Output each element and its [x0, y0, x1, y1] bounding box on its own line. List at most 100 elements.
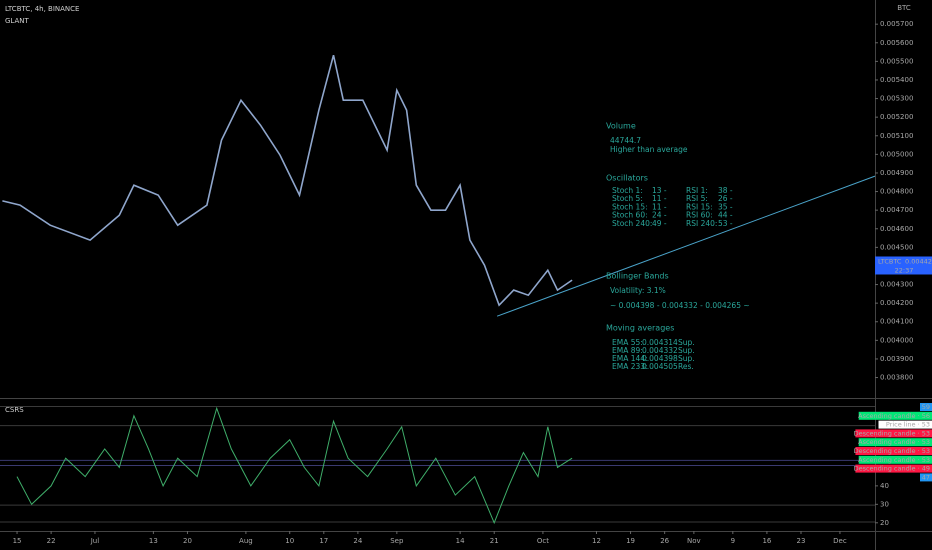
ma-cell: Sup.: [678, 338, 695, 347]
csrs-tag-label: 59: [922, 403, 930, 411]
ma-cell: EMA 233:: [612, 362, 648, 371]
oscillator-cell: 26 -: [718, 194, 733, 203]
y-tick-label: 0.004900: [880, 169, 913, 177]
oscillator-cell: Stoch 240:: [612, 219, 652, 228]
oscillator-cell: 11 -: [652, 202, 667, 211]
oscillator-cell: 24 -: [652, 211, 667, 220]
ma-cell: Sup.: [678, 354, 695, 363]
csrs-tag-label: Price line · 53: [886, 421, 930, 429]
x-tick-label: 15: [13, 537, 22, 545]
x-tick-label: Nov: [687, 537, 701, 545]
oscillator-cell: Stoch 60:: [612, 211, 648, 220]
y-tick-label: 0.005300: [880, 95, 913, 103]
csrs-tag-label: Descending candle · 53: [854, 429, 930, 437]
ma-cell: EMA 144:: [612, 354, 648, 363]
oscillator-cell: 35 -: [718, 202, 733, 211]
csrs-tag: [878, 420, 932, 429]
price-tag: [875, 256, 932, 275]
ma-cell: Sup.: [678, 346, 695, 355]
oscillator-cell: RSI 15:: [686, 202, 713, 211]
oscillator-cell: RSI 240:: [686, 219, 717, 228]
csrs-tag: [855, 429, 932, 438]
ma-cell: 0.004332: [642, 346, 678, 355]
y-tick-label: 0.005600: [880, 39, 913, 47]
x-tick-label: 12: [592, 537, 601, 545]
x-tick-label: 17: [319, 537, 328, 545]
oscillator-cell: Stoch 15:: [612, 202, 648, 211]
y-tick-label: 0.004000: [880, 336, 913, 344]
currency: BTC: [897, 4, 911, 12]
y-tick-label: 0.005200: [880, 113, 913, 121]
y-tick-label: 0.005000: [880, 150, 913, 158]
csrs-tag: [858, 438, 932, 447]
x-tick-label: 9: [731, 537, 735, 545]
csrs-tag-label: Ascending candle · 53: [858, 438, 930, 446]
panel-title: Volume: [606, 122, 636, 131]
x-tick-label: 20: [183, 537, 192, 545]
oscillator-cell: Stoch 1:: [612, 186, 643, 195]
x-tick-label: Jul: [90, 537, 100, 545]
csrs-tag-label: Descending candle · 49: [854, 465, 930, 473]
csrs-tag-label: Ascending candle · 56: [858, 412, 930, 420]
y-tick-label: 0.005100: [880, 132, 913, 140]
x-tick-label: Sep: [390, 537, 404, 545]
csrs-tag: [855, 447, 932, 455]
y-tick-label: 30: [880, 500, 889, 508]
x-tick-label: 26: [660, 537, 669, 545]
panel-title: Moving averages: [606, 324, 674, 333]
ma-cell: EMA 89:: [612, 346, 643, 355]
countdown: 22:37: [895, 266, 914, 274]
x-tick-label: 10: [285, 537, 294, 545]
x-tick-label: 14: [456, 537, 465, 545]
y-tick-label: 0.004500: [880, 243, 913, 251]
x-tick-label: 19: [626, 537, 635, 545]
ma-cell: Res.: [678, 362, 694, 371]
csrs-tag: [855, 464, 932, 473]
y-tick-label: 0.003900: [880, 355, 913, 363]
csrs-tag: [920, 403, 932, 411]
y-tick-label: 0.004700: [880, 206, 913, 214]
y-tick-label: 0.005500: [880, 57, 913, 65]
panel-title: Bollinger Bands: [606, 272, 669, 281]
oscillator-cell: 38 -: [718, 186, 733, 195]
csrs-tag-label: Ascending candle · 53: [858, 456, 930, 464]
bands: ~ 0.004398 - 0.004332 - 0.004265 ~: [610, 301, 750, 310]
x-tick-label: Aug: [239, 537, 253, 545]
oscillator-cell: 13 -: [652, 186, 667, 195]
x-tick-label: 24: [353, 537, 362, 545]
volatility: Volatility: 3.1%: [610, 286, 666, 295]
oscillator-cell: 53 -: [718, 219, 733, 228]
author: GLANT: [5, 17, 30, 25]
csrs-tag: [920, 473, 932, 482]
y-tick-label: 0.004600: [880, 225, 913, 233]
panel-title: Oscillators: [606, 174, 648, 183]
oscillator-cell: RSI 5:: [686, 194, 708, 203]
oscillator-cell: RSI 60:: [686, 211, 713, 220]
x-tick-label: 23: [797, 537, 806, 545]
y-tick-label: 0.003800: [880, 374, 913, 382]
oscillator-cell: RSI 1:: [686, 186, 708, 195]
y-tick-label: 20: [880, 519, 889, 527]
y-tick-label: 0.004200: [880, 299, 913, 307]
ma-cell: EMA 55:: [612, 338, 643, 347]
csrs-tag-label: 47: [922, 473, 930, 481]
y-tick-label: 0.004800: [880, 188, 913, 196]
y-tick-label: 40: [880, 482, 889, 490]
csrs-title: CSRS: [5, 406, 24, 414]
x-tick-label: 22: [47, 537, 56, 545]
csrs-tag: [858, 455, 932, 464]
ma-cell: 0.004314: [642, 338, 678, 347]
oscillator-cell: 49 -: [652, 219, 667, 228]
x-tick-label: 16: [762, 537, 771, 545]
y-tick-label: 0.005700: [880, 20, 913, 28]
price-tag-value: 0.004424: [905, 257, 932, 265]
ma-cell: 0.004398: [642, 354, 678, 363]
oscillator-cell: Stoch 5:: [612, 194, 643, 203]
x-tick-label: Oct: [537, 537, 549, 545]
csrs-line: [16, 406, 573, 525]
x-tick-label: Dec: [833, 537, 847, 545]
symbol: LTCBTC, 4h, BINANCE: [5, 5, 79, 13]
x-tick-label: 21: [490, 537, 499, 545]
